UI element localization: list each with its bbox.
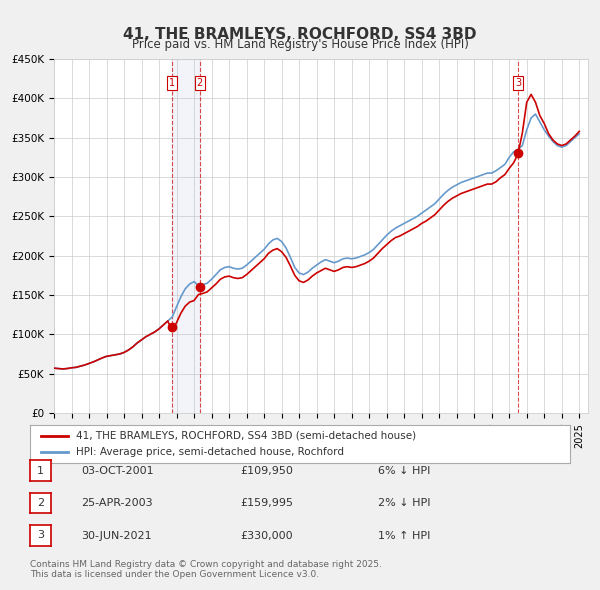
- Text: 3: 3: [37, 530, 44, 540]
- Text: 30-JUN-2021: 30-JUN-2021: [81, 531, 152, 540]
- Text: £330,000: £330,000: [240, 531, 293, 540]
- Text: Price paid vs. HM Land Registry's House Price Index (HPI): Price paid vs. HM Land Registry's House …: [131, 38, 469, 51]
- Text: 3: 3: [515, 78, 521, 87]
- Text: 41, THE BRAMLEYS, ROCHFORD, SS4 3BD (semi-detached house): 41, THE BRAMLEYS, ROCHFORD, SS4 3BD (sem…: [76, 431, 416, 441]
- Text: 2% ↓ HPI: 2% ↓ HPI: [378, 499, 431, 508]
- Text: Contains HM Land Registry data © Crown copyright and database right 2025.
This d: Contains HM Land Registry data © Crown c…: [30, 560, 382, 579]
- Text: 6% ↓ HPI: 6% ↓ HPI: [378, 466, 430, 476]
- Text: 41, THE BRAMLEYS, ROCHFORD, SS4 3BD: 41, THE BRAMLEYS, ROCHFORD, SS4 3BD: [123, 27, 477, 41]
- Text: 25-APR-2003: 25-APR-2003: [81, 499, 152, 508]
- Text: 1: 1: [169, 78, 175, 87]
- Text: £109,950: £109,950: [240, 466, 293, 476]
- Text: 1: 1: [37, 466, 44, 476]
- Text: 2: 2: [37, 498, 44, 508]
- Text: 1% ↑ HPI: 1% ↑ HPI: [378, 531, 430, 540]
- Text: 2: 2: [197, 78, 203, 87]
- Bar: [172, 59, 200, 413]
- Text: HPI: Average price, semi-detached house, Rochford: HPI: Average price, semi-detached house,…: [76, 447, 344, 457]
- Text: £159,995: £159,995: [240, 499, 293, 508]
- Text: 03-OCT-2001: 03-OCT-2001: [81, 466, 154, 476]
